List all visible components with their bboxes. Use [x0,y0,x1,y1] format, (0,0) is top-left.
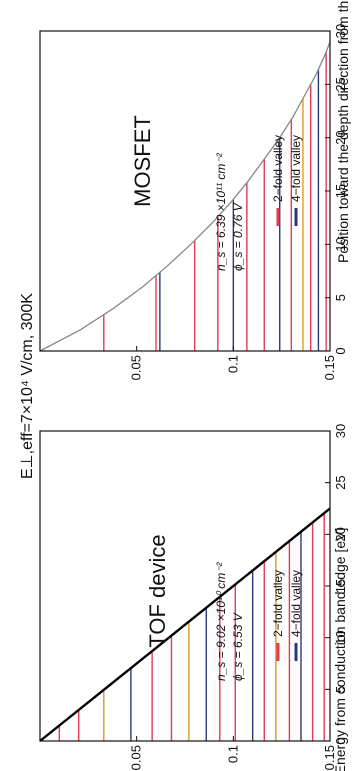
ns-annotation: n_s = 6.39 ×10¹¹ cm⁻² [214,152,228,271]
legend-label-2fold: 2−fold valley [271,570,285,637]
x-tick-label: 25 [333,475,348,489]
phi-annotation: ϕ_s = 0.76 V [231,202,245,271]
plot-frame [39,430,331,742]
ns-annotation: n_s = 9.02 ×10¹⁰ cm⁻² [214,561,228,681]
device-title: TOF device [145,534,170,647]
x-tick-label: 20 [333,130,348,144]
x-tick-label: 5 [333,294,348,301]
x-tick-label: 30 [333,424,348,438]
x-tick-label: 30 [333,24,348,38]
x-tick-label: 5 [333,686,348,693]
band-edge-curve [39,507,331,742]
x-tick-label: 15 [333,579,348,593]
x-tick-label: 15 [333,184,348,198]
x-tick-label: 0 [333,737,348,744]
tof-panel: 0 5 10 15 20 25 30 0.05 0.1 0.15 TOF device n_s = 9… [39,424,348,770]
x-tick-label: 10 [333,237,348,251]
band-edge-curve [39,41,331,352]
x-tick-label: 25 [333,77,348,91]
x-axis-label: Position toward the depth direction from… [335,0,351,263]
y-tick-label: 0.05 [129,355,144,380]
plot-frame [39,30,331,352]
mosfet-panel: 0 5 10 15 20 25 30 0.05 0.1 0.15 MOSFET n_s = 6.39 … [39,24,348,380]
y-tick-label: 0.15 [322,355,337,380]
legend-label-2fold: 2−fold valley [271,135,285,202]
x-tick-label: 20 [333,527,348,541]
device-title: MOSFET [130,115,155,207]
x-tick-label: 0 [333,347,348,354]
y-tick-label: 0.15 [322,745,337,770]
legend-label-4fold: 4−fold valley [289,570,303,637]
figure-title: E⊥,eff=7×10⁴ V/cm, 300K [19,293,36,479]
legend-label-4fold: 4−fold valley [289,135,303,202]
x-tick-label: 10 [333,630,348,644]
y-tick-label: 0.1 [225,355,240,373]
phi-annotation: ϕ_s = 6.53 V [231,612,245,681]
y-tick-label: 0.1 [225,745,240,763]
y-axis-label: Energy from conduction band edge [eV] [332,528,348,771]
y-tick-label: 0.05 [129,745,144,770]
